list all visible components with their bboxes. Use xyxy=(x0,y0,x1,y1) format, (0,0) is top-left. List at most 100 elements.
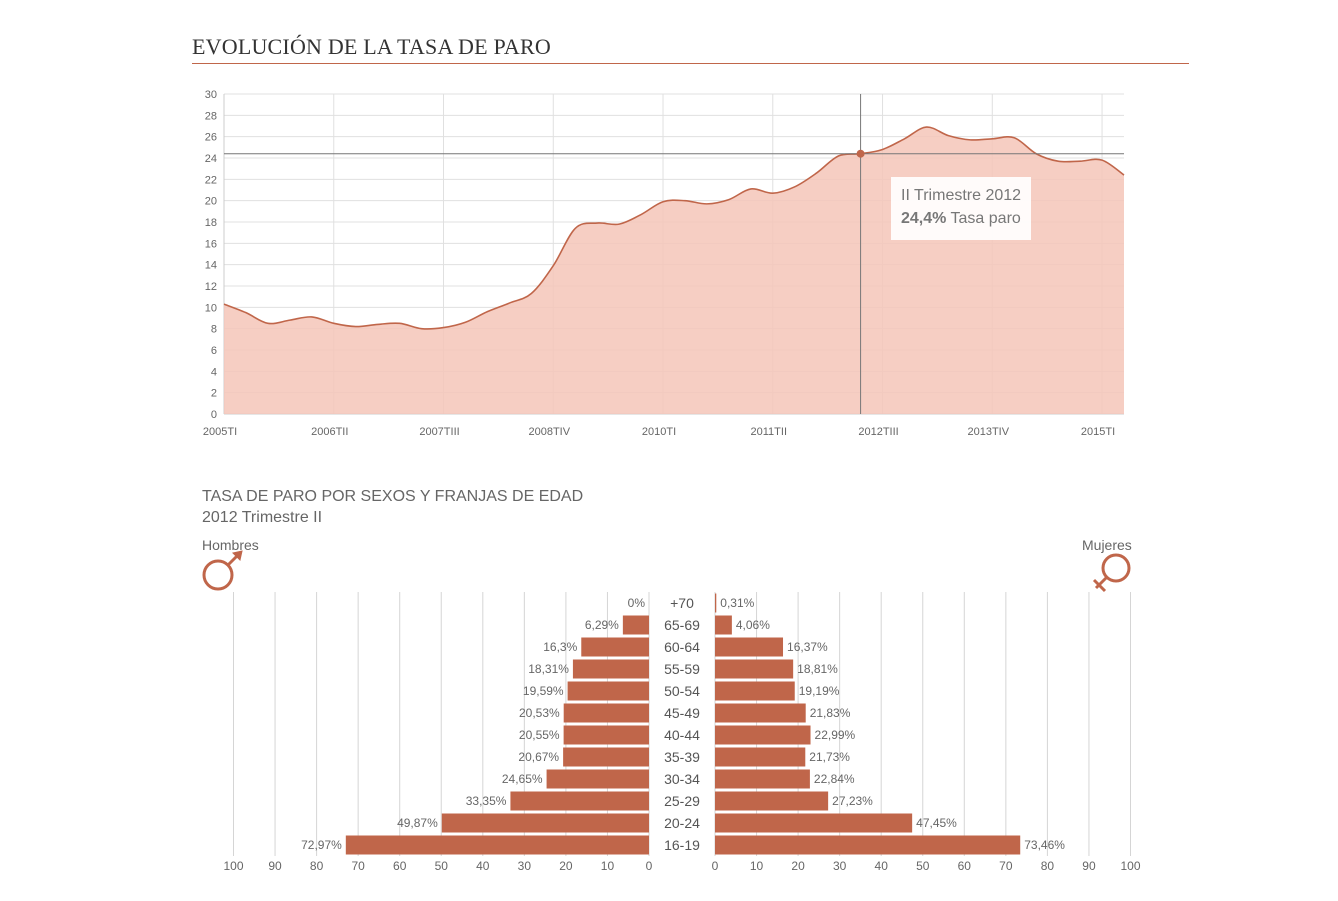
women-value-label: 27,23% xyxy=(832,794,873,808)
men-value-label: 20,67% xyxy=(518,750,559,764)
x-tick-label: 2008TIV xyxy=(528,426,570,438)
right-x-tick-label: 30 xyxy=(833,859,847,873)
men-bar xyxy=(622,615,649,635)
male-symbol-arrow-head xyxy=(232,550,243,561)
y-tick-label: 24 xyxy=(205,153,217,165)
x-tick-label: 2007TIII xyxy=(419,426,459,438)
female-symbol-stem xyxy=(1094,575,1109,590)
x-tick-label: 2010TI xyxy=(642,426,676,438)
left-x-tick-label: 30 xyxy=(518,859,532,873)
right-x-tick-label: 0 xyxy=(712,859,719,873)
age-group-label: 55-59 xyxy=(664,661,700,677)
y-tick-label: 6 xyxy=(211,345,217,357)
age-group-label: 16-19 xyxy=(664,837,700,853)
title-divider xyxy=(192,63,1189,64)
left-x-tick-label: 90 xyxy=(268,859,282,873)
men-bar xyxy=(510,791,649,811)
y-tick-label: 18 xyxy=(205,217,217,229)
men-value-label: 18,31% xyxy=(528,662,569,676)
age-group-label: 40-44 xyxy=(664,727,700,743)
women-value-label: 47,45% xyxy=(916,816,957,830)
tooltip-value: 24,4% xyxy=(901,210,947,227)
men-value-label: 49,87% xyxy=(397,816,438,830)
y-tick-label: 22 xyxy=(205,174,217,186)
women-bar xyxy=(715,615,732,635)
area-fill xyxy=(224,127,1124,414)
y-tick-label: 0 xyxy=(211,409,217,421)
x-tick-label: 2013TIV xyxy=(967,426,1009,438)
men-value-label: 33,35% xyxy=(466,794,507,808)
men-value-label: 6,29% xyxy=(585,618,619,632)
right-x-tick-label: 100 xyxy=(1120,859,1140,873)
women-bar xyxy=(715,593,717,613)
age-group-label: 25-29 xyxy=(664,793,700,809)
female-symbol-cross xyxy=(1092,578,1107,593)
right-x-tick-label: 80 xyxy=(1041,859,1055,873)
women-bar xyxy=(715,791,829,811)
right-x-tick-label: 50 xyxy=(916,859,930,873)
men-value-label: 0% xyxy=(628,596,646,610)
left-x-tick-label: 60 xyxy=(393,859,407,873)
women-bar xyxy=(715,813,913,833)
men-bar xyxy=(572,659,649,679)
women-value-label: 22,99% xyxy=(815,728,856,742)
right-x-tick-label: 60 xyxy=(958,859,972,873)
tooltip-value-line: 24,4% Tasa paro xyxy=(901,210,1021,228)
y-tick-label: 4 xyxy=(211,366,217,378)
men-value-label: 24,65% xyxy=(502,772,543,786)
pyramid-subtitle: 2012 Trimestre II xyxy=(202,509,323,526)
left-x-tick-label: 100 xyxy=(223,859,243,873)
women-bar xyxy=(715,681,795,701)
women-bar xyxy=(715,835,1021,855)
x-tick-label: 2005TI xyxy=(203,426,237,438)
men-bar xyxy=(563,725,649,745)
men-label: Hombres xyxy=(202,537,259,553)
men-bar xyxy=(567,681,649,701)
left-x-tick-label: 50 xyxy=(435,859,449,873)
y-tick-label: 26 xyxy=(205,132,217,144)
tooltip-period: II Trimestre 2012 xyxy=(901,187,1022,204)
men-bar xyxy=(563,747,649,767)
y-tick-label: 2 xyxy=(211,388,217,400)
age-group-label: 35-39 xyxy=(664,749,700,765)
men-bar xyxy=(563,703,649,723)
women-bar xyxy=(715,725,811,745)
pyramid-title: TASA DE PARO POR SEXOS Y FRANJAS DE EDAD xyxy=(202,488,584,505)
age-group-label: 20-24 xyxy=(664,815,700,831)
x-tick-label: 2015TI xyxy=(1081,426,1115,438)
age-group-label: 60-64 xyxy=(664,639,700,655)
women-bar xyxy=(715,637,784,657)
right-x-tick-label: 40 xyxy=(875,859,889,873)
women-value-label: 73,46% xyxy=(1024,838,1065,852)
left-x-tick-label: 70 xyxy=(351,859,365,873)
page-title: EVOLUCIÓN DE LA TASA DE PARO xyxy=(192,34,551,59)
women-value-label: 21,83% xyxy=(810,706,851,720)
y-tick-label: 14 xyxy=(205,260,217,272)
x-tick-label: 2006TII xyxy=(311,426,348,438)
men-bar xyxy=(581,637,649,657)
x-tick-label: 2011TII xyxy=(751,426,788,438)
women-bar xyxy=(715,659,794,679)
age-group-label: 65-69 xyxy=(664,617,700,633)
women-bar xyxy=(715,747,806,767)
men-bar xyxy=(345,835,649,855)
x-tick-label: 2012TIII xyxy=(858,426,898,438)
male-symbol-icon xyxy=(202,559,234,591)
y-tick-label: 30 xyxy=(205,89,217,101)
men-value-label: 19,59% xyxy=(523,684,564,698)
men-value-label: 20,55% xyxy=(519,728,560,742)
female-symbol-icon xyxy=(1101,553,1131,583)
age-group-label: 45-49 xyxy=(664,705,700,721)
women-value-label: 18,81% xyxy=(797,662,838,676)
men-bar xyxy=(546,769,649,789)
left-x-tick-label: 10 xyxy=(601,859,615,873)
women-bar xyxy=(715,703,806,723)
age-group-label: 50-54 xyxy=(664,683,700,699)
y-tick-label: 28 xyxy=(205,110,217,122)
men-value-label: 16,3% xyxy=(543,640,577,654)
age-group-label: +70 xyxy=(670,595,694,611)
left-x-tick-label: 80 xyxy=(310,859,324,873)
left-x-tick-label: 0 xyxy=(646,859,653,873)
men-bar xyxy=(441,813,649,833)
